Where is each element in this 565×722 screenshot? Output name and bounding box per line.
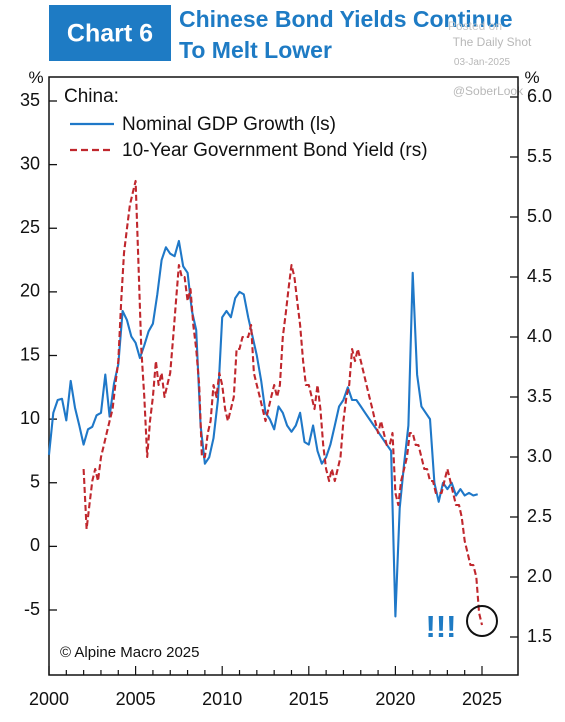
x-tick-label: 2020 — [375, 689, 415, 709]
x-axis: 2000 2005 2010 2015 2020 2025 — [29, 666, 502, 709]
legend-label-bond: 10-Year Government Bond Yield (rs) — [122, 140, 428, 161]
left-axis-unit: % — [28, 68, 43, 87]
source-label: © Alpine Macro 2025 — [60, 644, 199, 661]
chart-title-line-2: To Melt Lower — [179, 37, 332, 63]
series-line-bond — [82, 179, 484, 626]
x-tick-label: 2010 — [202, 689, 242, 709]
right-tick-label: 1.5 — [527, 626, 552, 646]
latest-point-circle — [466, 605, 498, 637]
watermark-line-1: Posted on — [448, 19, 502, 33]
x-tick-label: 2015 — [289, 689, 329, 709]
left-axis: 35 30 25 20 15 10 5 0 -5 — [20, 90, 57, 619]
watermark-line-2: The Daily Shot — [453, 35, 532, 49]
left-tick-label: 5 — [30, 472, 40, 492]
right-tick-label: 2.0 — [527, 566, 552, 586]
right-tick-label: 2.5 — [527, 506, 552, 526]
right-tick-label: 5.0 — [527, 206, 552, 226]
watermark-line-3: 03-Jan-2025 — [454, 57, 511, 68]
plot-frame — [48, 76, 519, 676]
right-tick-label: 5.5 — [527, 146, 552, 166]
legend-region-label: China: — [64, 86, 119, 107]
x-tick-label: 2025 — [462, 689, 502, 709]
series-layer — [47, 179, 484, 626]
left-tick-label: 25 — [20, 217, 40, 237]
right-tick-label: 4.0 — [527, 326, 552, 346]
chart-badge-bg — [49, 5, 171, 61]
left-tick-label: 15 — [20, 344, 40, 364]
exclamation-annotation: !!! — [426, 609, 457, 644]
left-tick-label: -5 — [24, 599, 40, 619]
left-tick-label: 0 — [30, 535, 40, 555]
series-line-gdp — [47, 239, 478, 618]
left-tick-label: 35 — [20, 90, 40, 110]
right-axis: 6.0 5.5 5.0 4.5 4.0 3.5 3.0 2.5 2.0 1.5 — [510, 86, 552, 646]
chart-badge-label: Chart 6 — [67, 20, 153, 48]
right-tick-label: 4.5 — [527, 266, 552, 286]
x-tick-label: 2005 — [116, 689, 156, 709]
chart-title-line-1: Chinese Bond Yields Continue — [179, 6, 513, 32]
right-axis-unit: % — [524, 68, 539, 87]
watermark-line-4: @SoberLook — [453, 84, 524, 98]
right-tick-label: 6.0 — [527, 86, 552, 106]
legend-label-gdp: Nominal GDP Growth (ls) — [122, 114, 336, 135]
x-tick-label: 2000 — [29, 689, 69, 709]
left-tick-label: 30 — [20, 153, 40, 173]
left-tick-label: 20 — [20, 281, 40, 301]
left-tick-label: 10 — [20, 408, 40, 428]
right-tick-label: 3.0 — [527, 446, 552, 466]
right-tick-label: 3.5 — [527, 386, 552, 406]
